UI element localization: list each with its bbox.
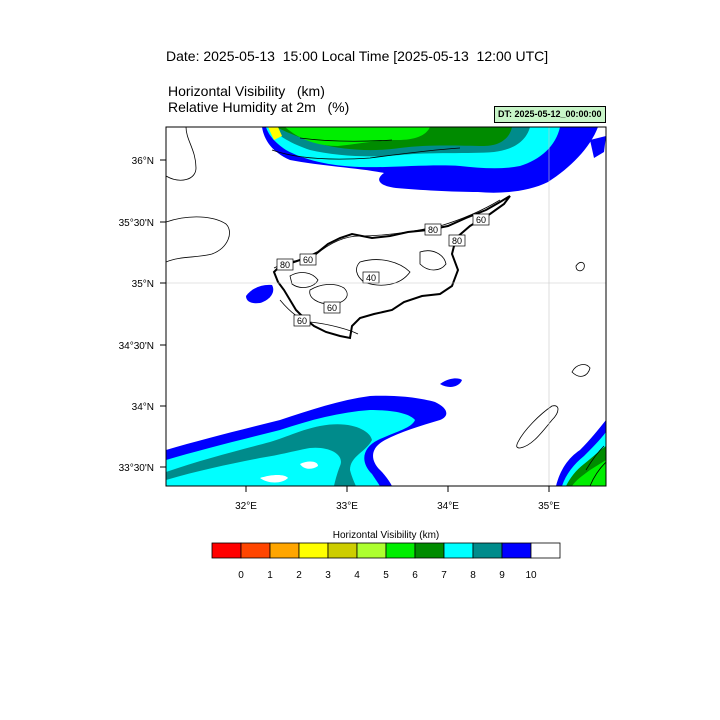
colorbar: Horizontal Visibility (km) 0 1 2 3 4 5 6 7 8 9 10 xyxy=(211,530,561,581)
lat-label: 36°N xyxy=(132,156,154,167)
colorbar-swatch xyxy=(298,542,329,559)
colorbar-swatch xyxy=(240,542,271,559)
lat-label: 34°30'N xyxy=(119,341,154,352)
colorbar-labels: 0 1 2 3 4 5 6 7 8 9 10 xyxy=(238,570,537,581)
lon-label: 34°E xyxy=(437,501,459,512)
colorbar-label: 6 xyxy=(412,570,418,581)
contour-labels: 80 60 80 60 40 60 80 60 xyxy=(276,213,490,327)
lon-label: 35°E xyxy=(538,501,560,512)
colorbar-label: 1 xyxy=(267,570,273,581)
longitude-axis: 32°E 33°E 34°E 35°E xyxy=(235,486,560,512)
colorbar-label: 9 xyxy=(499,570,505,581)
contour-label: 60 xyxy=(297,316,307,326)
colorbar-swatch xyxy=(414,542,445,559)
colorbar-label: 0 xyxy=(238,570,244,581)
southeast-visibility-field xyxy=(556,420,606,486)
colorbar-swatch xyxy=(385,542,416,559)
colorbar-swatch xyxy=(356,542,387,559)
colorbar-swatch xyxy=(211,542,242,559)
contour-label: 60 xyxy=(476,215,486,225)
latitude-axis: 36°N 35°30'N 35°N 34°30'N 34°N 33°30'N xyxy=(119,156,166,474)
lat-label: 34°N xyxy=(132,402,154,413)
colorbar-swatch xyxy=(443,542,474,559)
map-area: 80 60 80 60 40 60 80 60 xyxy=(166,127,606,486)
colorbar-swatches xyxy=(211,542,561,559)
colorbar-label: 3 xyxy=(325,570,331,581)
lat-label: 35°N xyxy=(132,279,154,290)
colorbar-swatch xyxy=(472,542,503,559)
contour-label: 40 xyxy=(366,273,376,283)
colorbar-label: 4 xyxy=(354,570,360,581)
variable-title-humidity: Relative Humidity at 2m (%) xyxy=(168,99,350,115)
lat-label: 35°30'N xyxy=(119,218,154,229)
colorbar-swatch xyxy=(501,542,532,559)
gridlines xyxy=(166,127,606,486)
colorbar-label: 8 xyxy=(470,570,476,581)
date-title: Date: 2025-05-13 15:00 Local Time [2025-… xyxy=(166,48,549,64)
contour-label: 60 xyxy=(327,303,337,313)
map-frame xyxy=(165,126,607,487)
west-visibility-patch xyxy=(246,284,274,304)
contour-label: 80 xyxy=(428,225,438,235)
colorbar-title: Horizontal Visibility (km) xyxy=(333,530,440,541)
dt-badge: DT: 2025-05-12_00:00:00 xyxy=(494,106,606,123)
colorbar-swatch xyxy=(269,542,300,559)
north-visibility-field xyxy=(262,127,606,193)
colorbar-label: 7 xyxy=(441,570,447,581)
southwest-visibility-field xyxy=(166,378,462,486)
colorbar-swatch xyxy=(327,542,358,559)
contour-label: 80 xyxy=(452,236,462,246)
colorbar-label: 10 xyxy=(525,570,537,581)
colorbar-swatch xyxy=(530,542,561,559)
contour-label: 80 xyxy=(280,260,290,270)
lat-label: 33°30'N xyxy=(119,463,154,474)
colorbar-label: 2 xyxy=(296,570,302,581)
contour-label: 60 xyxy=(303,255,313,265)
variable-title-visibility: Horizontal Visibility (km) xyxy=(168,83,325,99)
lon-label: 33°E xyxy=(336,501,358,512)
colorbar-label: 5 xyxy=(383,570,389,581)
lon-label: 32°E xyxy=(235,501,257,512)
